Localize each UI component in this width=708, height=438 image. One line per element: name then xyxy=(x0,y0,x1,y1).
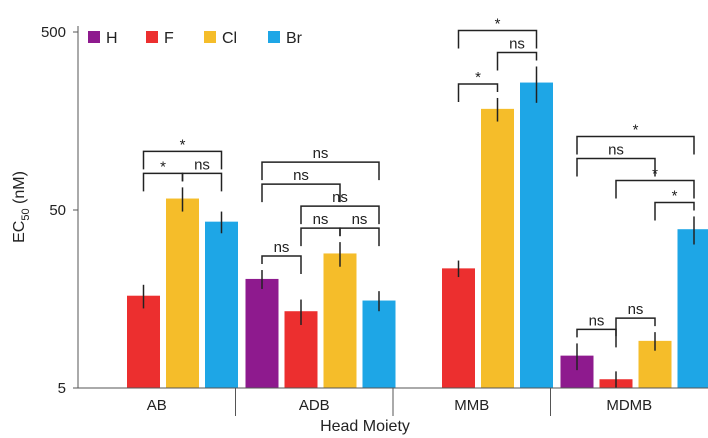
significance-label: ns xyxy=(352,211,368,228)
bar xyxy=(442,268,475,388)
significance-label: * xyxy=(160,158,166,175)
y-axis-title-subscript: 50 xyxy=(20,208,32,220)
legend-swatch xyxy=(268,31,280,43)
bar xyxy=(127,295,160,388)
significance-label: ns xyxy=(313,145,329,162)
bar xyxy=(362,300,396,388)
significance-bracket xyxy=(615,179,695,199)
x-tick-label: AB xyxy=(147,397,167,414)
significance-bracket xyxy=(615,317,656,337)
y-axis-title: EC50 (nM) xyxy=(11,171,32,243)
legend-swatch xyxy=(146,31,158,43)
significance-bracket xyxy=(496,51,538,71)
legend-swatch xyxy=(88,31,100,43)
significance-bracket xyxy=(654,201,695,221)
significance-bracket xyxy=(261,255,302,275)
significance-bracket xyxy=(339,227,380,247)
significance-label: ns xyxy=(608,141,624,158)
significance-bracket xyxy=(576,135,695,155)
significance-bracket xyxy=(576,157,656,177)
bar xyxy=(245,278,279,388)
significance-bracket xyxy=(300,205,380,225)
significance-label: * xyxy=(633,121,639,138)
significance-bracket xyxy=(457,29,538,49)
y-axis-title-unit: (nM) xyxy=(11,171,28,208)
significance-bracket xyxy=(181,172,223,192)
x-tick-label: MMB xyxy=(454,397,489,414)
y-axis-title-main: EC xyxy=(11,221,28,243)
significance-bracket xyxy=(142,172,184,192)
significance-label: ns xyxy=(194,156,210,173)
legend: H F Cl Br xyxy=(88,30,303,47)
significance-label: ns xyxy=(509,35,525,52)
significance-label: * xyxy=(495,15,501,32)
significance-label: * xyxy=(180,136,186,153)
legend-label: H xyxy=(106,30,118,47)
significance-bracket xyxy=(300,227,341,247)
significance-label: * xyxy=(475,69,481,86)
x-tick-label: MDMB xyxy=(606,397,652,414)
significance-bracket xyxy=(261,183,341,203)
x-tick-label: ADB xyxy=(299,397,330,414)
error-bars xyxy=(142,66,695,388)
axes: 5 50 500 AB ADB MMB MDMB xyxy=(41,24,708,416)
bar xyxy=(481,108,514,388)
legend-swatch xyxy=(204,31,216,43)
significance-label: ns xyxy=(274,239,290,256)
significance-bracket xyxy=(142,150,223,170)
x-axis-title: Head Moiety xyxy=(320,418,410,435)
y-tick-label: 500 xyxy=(41,24,66,41)
bar xyxy=(520,82,553,389)
y-tick-label: 5 xyxy=(58,380,66,397)
bars xyxy=(127,82,708,389)
significance-bracket xyxy=(576,328,617,348)
legend-label: Br xyxy=(286,30,303,47)
significance-label: ns xyxy=(628,301,644,318)
significance-label: * xyxy=(672,187,678,204)
bar xyxy=(677,229,708,388)
significance-bracket xyxy=(457,83,499,102)
bar xyxy=(166,198,199,388)
significance-bracket xyxy=(261,161,380,181)
significance-label: ns xyxy=(313,211,329,228)
significance-label: ns xyxy=(589,312,605,329)
bar xyxy=(205,221,238,388)
bar xyxy=(323,253,357,388)
legend-label: F xyxy=(164,30,174,47)
legend-label: Cl xyxy=(222,30,237,47)
y-tick-label: 50 xyxy=(49,202,66,219)
significance-label: ns xyxy=(293,167,309,184)
